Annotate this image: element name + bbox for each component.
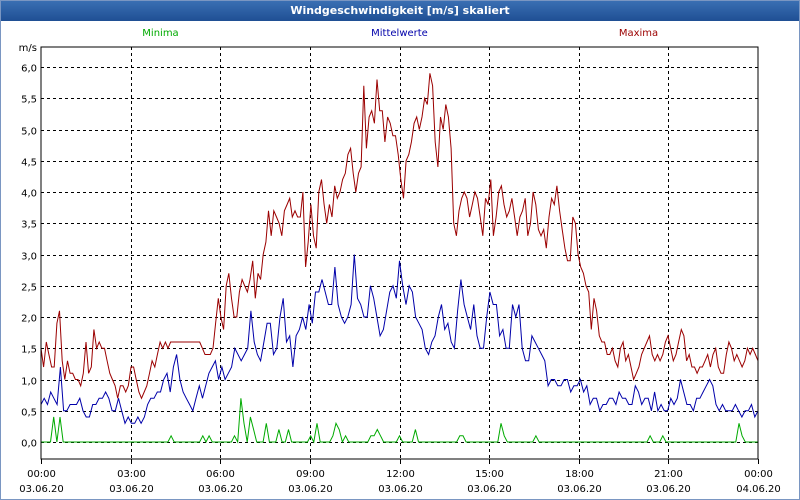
- y-tick-label: 2,5: [21, 283, 37, 294]
- legend-maxima: Maxima: [619, 28, 658, 39]
- x-tick-time: 12:00: [386, 469, 415, 480]
- y-tick-label: 4,0: [21, 189, 37, 200]
- y-tick-label: 1,0: [21, 377, 37, 388]
- y-axis-label: m/s: [19, 43, 37, 54]
- x-tick-date: 03.06.20: [557, 484, 602, 495]
- labels: 0,0 0,5 1,0 1,5 2,0 2,5 3,0 3,5 4,0 4,5 5,0 5,5 6,0 0…: [19, 28, 781, 495]
- y-tick-label: 0,5: [21, 408, 37, 419]
- x-tick-time: 18:00: [565, 469, 594, 480]
- y-tick-label: 5,5: [21, 95, 37, 106]
- series-lines: [40, 73, 759, 444]
- chart-title: Windgeschwindigkeit [m/s] skaliert: [1, 1, 799, 21]
- series-line-mittelwerte: [40, 254, 759, 425]
- x-tick-time: 03:00: [117, 469, 146, 480]
- y-tick-label: 3,5: [21, 220, 37, 231]
- axes: [40, 46, 759, 464]
- x-tick-time: 00:00: [27, 469, 56, 480]
- legend-minima: Minima: [142, 28, 178, 39]
- chart-area: 0,0 0,5 1,0 1,5 2,0 2,5 3,0 3,5 4,0 4,5 5,0 5,5 6,0 0…: [19, 28, 781, 495]
- y-tick-label: 5,0: [21, 127, 37, 138]
- y-tick-label: 3,0: [21, 252, 37, 263]
- x-tick-date: 03.06.20: [467, 484, 512, 495]
- plot-border: [40, 46, 759, 460]
- x-tick-date: 03.06.20: [288, 484, 333, 495]
- x-tick-date: 03.06.20: [198, 484, 243, 495]
- legend-mittelwerte: Mittelwerte: [371, 28, 428, 39]
- x-tick-date: 03.06.20: [109, 484, 154, 495]
- y-tick-label: 2,0: [21, 314, 37, 325]
- x-tick-date: 03.06.20: [646, 484, 691, 495]
- x-tick-date: 03.06.20: [378, 484, 423, 495]
- x-tick-time: 15:00: [475, 469, 504, 480]
- y-tick-label: 0,0: [21, 439, 37, 450]
- y-tick-label: 1,5: [21, 345, 37, 356]
- x-tick-time: 09:00: [296, 469, 325, 480]
- x-tick-time: 00:00: [744, 469, 773, 480]
- grid: [41, 47, 758, 459]
- y-tick-label: 4,5: [21, 158, 37, 169]
- y-tick-label: 6,0: [21, 64, 37, 75]
- x-tick-time: 06:00: [206, 469, 235, 480]
- series-line-minima: [41, 398, 758, 444]
- series-line-maxima: [40, 73, 759, 400]
- x-tick-time: 21:00: [654, 469, 683, 480]
- x-tick-date: 03.06.20: [19, 484, 64, 495]
- x-tick-date: 04.06.20: [736, 484, 781, 495]
